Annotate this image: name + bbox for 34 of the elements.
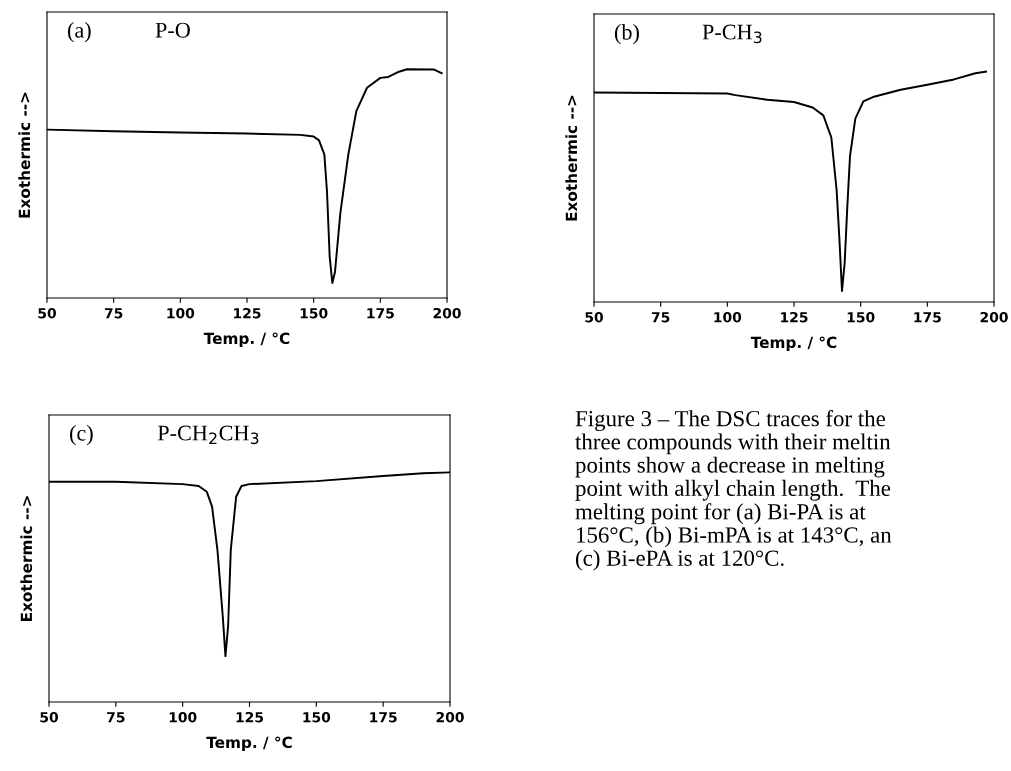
y-axis-title: Exothermic --> bbox=[20, 496, 33, 622]
x-tick-label: 125 bbox=[234, 307, 261, 319]
text: (a) bbox=[67, 22, 91, 43]
x-axis-title: Temp. / °C bbox=[750, 336, 837, 352]
x-tick-label: 75 bbox=[651, 312, 670, 323]
text: P-CH$_{2}$CH$_{3}$ bbox=[157, 425, 259, 445]
x-axis-title: Temp. / °C bbox=[206, 736, 292, 752]
x-tick-label: 150 bbox=[847, 311, 875, 323]
text: (c) bbox=[70, 425, 93, 446]
x-tick-label: 125 bbox=[236, 711, 264, 723]
x-axis-title: Temp. / °C bbox=[203, 332, 290, 348]
x-tick-label: 100 bbox=[714, 311, 742, 323]
x-tick-label: 75 bbox=[107, 712, 125, 723]
x-tick-label: 200 bbox=[433, 307, 461, 319]
x-tick-label: 50 bbox=[38, 307, 56, 319]
text: P-O bbox=[155, 22, 190, 38]
x-tick-label: 175 bbox=[914, 312, 941, 323]
x-tick-label: 50 bbox=[585, 311, 603, 323]
x-tick-label: 175 bbox=[370, 712, 397, 723]
x-tick-label: 200 bbox=[436, 711, 464, 723]
y-axis-title: Exothermic --> bbox=[565, 95, 578, 221]
x-tick-label: 125 bbox=[781, 311, 808, 323]
x-tick-label: 75 bbox=[104, 308, 123, 319]
y-axis-title: Exothermic --> bbox=[18, 92, 31, 218]
x-tick-label: 50 bbox=[40, 711, 58, 723]
x-tick-label: 100 bbox=[169, 711, 197, 723]
x-tick-label: 150 bbox=[300, 307, 328, 319]
x-tick-label: 175 bbox=[367, 308, 394, 319]
text: P-CH$_{3}$ bbox=[702, 24, 762, 44]
text: (b) bbox=[614, 24, 639, 45]
caption: Figure 3 – The DSC traces for the three compounds with their meltin points show a decrease in melting point with alkyl chain length. The melting point for (a) Bi-PA is at 156°C, (b) Bi-mPA is at 143°C, an (c) Bi-ePA is at 120°C. bbox=[575, 410, 892, 571]
x-tick-label: 200 bbox=[980, 311, 1008, 323]
x-tick-label: 100 bbox=[167, 307, 195, 319]
x-tick-label: 150 bbox=[303, 711, 331, 723]
